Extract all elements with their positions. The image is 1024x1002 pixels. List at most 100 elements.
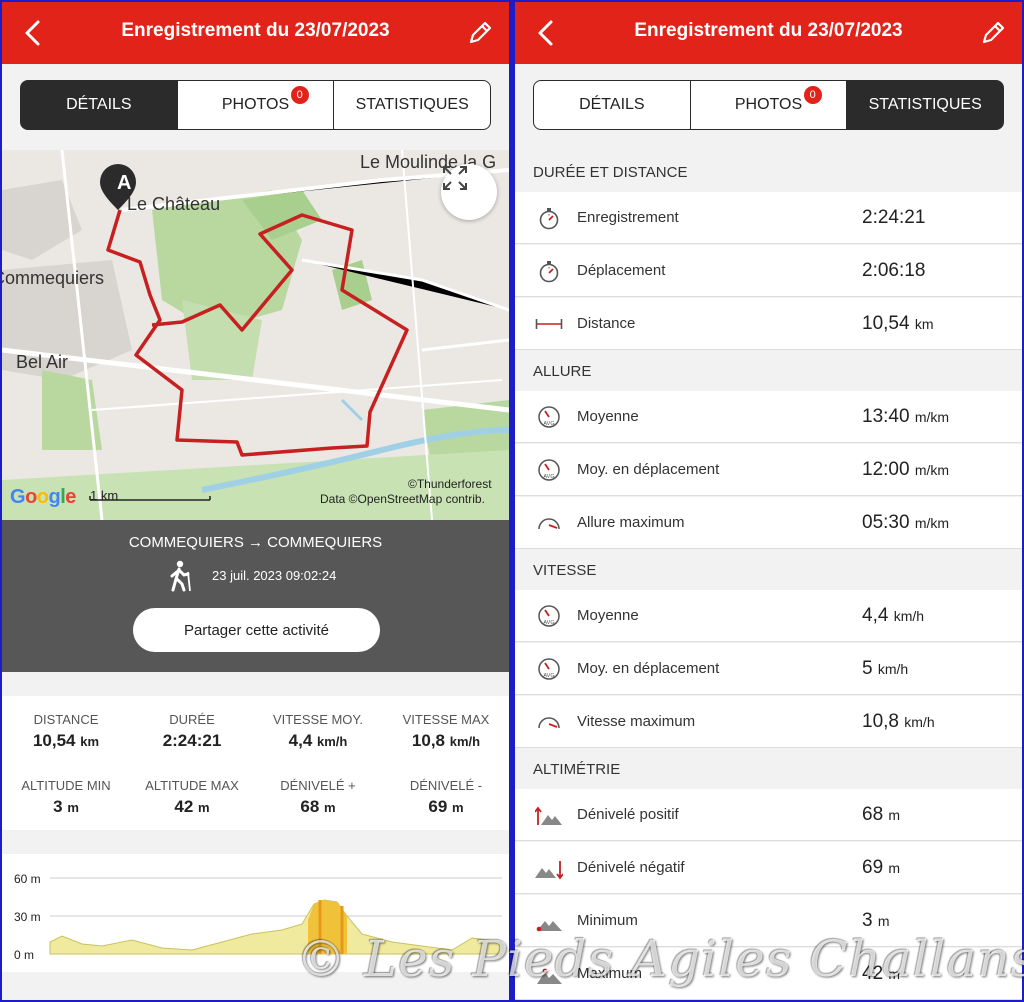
section-header: ALLURE — [515, 351, 1022, 391]
photos-count-badge: 0 — [802, 85, 823, 105]
stat-row: Allure maximum 05:30 m/km — [515, 497, 1022, 549]
stat-row-value: 4,4 km/h — [862, 605, 925, 626]
speedometer-max-icon — [535, 710, 563, 734]
stopwatch-icon — [535, 206, 563, 230]
elevation-min-icon — [535, 909, 563, 933]
stat-row-value: 10,8 km/h — [862, 711, 935, 732]
stat-label: DISTANCE — [33, 712, 99, 727]
app-header: Enregistrement du 23/07/2023 — [2, 2, 509, 64]
route-title: COMMEQUIERS → COMMEQUIERS — [128, 534, 383, 551]
section-header: ALTIMÉTRIE — [515, 749, 1022, 789]
profile-y-label: 30 m — [14, 910, 41, 924]
elevation-max-icon — [535, 962, 563, 986]
stat-altitude-max: ALTITUDE MAX 42 m — [132, 778, 252, 817]
stat-row-value: 12:00 m/km — [862, 459, 950, 480]
stat-row: Minimum 3 m — [515, 895, 1022, 947]
elevation-profile[interactable]: 60 m 30 m 0 m — [2, 854, 509, 972]
stat-max-speed: VITESSE MAX 10,8 km/h — [386, 712, 506, 751]
stat-row: AVG Moy. en déplacement 12:00 m/km — [515, 444, 1022, 496]
tab-label: PHOTOS — [221, 96, 290, 113]
stat-row-label: Allure maximum — [577, 514, 685, 531]
map-place-label: Commequiers — [2, 268, 105, 288]
tab-statistics[interactable]: STATISTIQUES — [334, 81, 490, 129]
stat-row: AVG Moyenne 4,4 km/h — [515, 590, 1022, 642]
google-logo: Google — [10, 486, 76, 508]
stat-row: Enregistrement 2:24:21 — [515, 192, 1022, 244]
stat-row-label: Moy. en déplacement — [577, 461, 720, 478]
pencil-icon[interactable] — [465, 18, 495, 48]
map-marker-label: A — [117, 172, 132, 194]
osm-attribution[interactable]: Data ©OpenStreetMap contrib. — [320, 492, 485, 506]
stat-label: ALTITUDE MAX — [145, 778, 239, 793]
stat-label: VITESSE MOY. — [272, 712, 364, 727]
elevation-up-icon — [534, 803, 563, 827]
distance-icon — [535, 312, 563, 336]
map-canvas — [2, 150, 509, 520]
stat-row: AVG Moy. en déplacement 5 km/h — [515, 643, 1022, 695]
tab-details[interactable]: DÉTAILS — [21, 81, 178, 129]
pencil-icon[interactable] — [978, 18, 1008, 48]
svg-text:AVG: AVG — [543, 474, 554, 480]
tab-details[interactable]: DÉTAILS — [534, 81, 691, 129]
stat-value: 3 m — [53, 797, 79, 816]
stat-row-label: Moyenne — [577, 607, 639, 624]
map-place-label: Bel Air — [16, 352, 69, 372]
statistics-screen: Enregistrement du 23/07/2023 DÉTAILS PHO… — [515, 2, 1022, 1000]
stat-row-label: Minimum — [577, 912, 638, 929]
activity-datetime: 23 juil. 2023 09:02:24 — [212, 568, 337, 583]
speedometer-avg-icon: AVG — [535, 657, 563, 681]
back-arrow-icon[interactable] — [20, 18, 46, 48]
tab-statistics[interactable]: STATISTIQUES — [847, 81, 1004, 129]
activity-overlay: COMMEQUIERS → COMMEQUIERS 23 juil. 2023 … — [2, 520, 509, 672]
stat-row-label: Maximum — [577, 965, 643, 982]
svg-text:AVG: AVG — [543, 620, 554, 626]
stat-value: 10,8 km/h — [411, 731, 481, 750]
svg-text:AVG: AVG — [543, 673, 554, 679]
fullscreen-button[interactable] — [441, 164, 497, 220]
tab-photos[interactable]: PHOTOS 0 — [691, 81, 848, 129]
stat-avg-speed: VITESSE MOY. 4,4 km/h — [258, 712, 378, 751]
stat-row: Déplacement 2:06:18 — [515, 245, 1022, 297]
stat-value: 10,54 km — [32, 731, 100, 750]
stat-row-value: 10,54 km — [862, 313, 934, 334]
thunderforest-attribution[interactable]: ©Thunderforest — [408, 477, 492, 491]
elevation-down-icon — [535, 856, 564, 880]
stat-label: DÉNIVELÉ - — [409, 778, 483, 793]
section-header: DURÉE ET DISTANCE — [515, 152, 1022, 192]
tab-label: PHOTOS — [734, 96, 803, 113]
tab-bar: DÉTAILS PHOTOS 0 STATISTIQUES — [20, 80, 491, 130]
stat-label: DÉNIVELÉ + — [280, 778, 356, 793]
page-title: Enregistrement du 23/07/2023 — [634, 20, 903, 41]
stat-label: DURÉE — [169, 712, 215, 727]
stat-row: Dénivelé positif 68 m — [515, 789, 1022, 841]
tab-label: STATISTIQUES — [355, 96, 469, 113]
stat-row-label: Dénivelé positif — [577, 806, 679, 823]
stat-row-value: 2:06:18 — [862, 260, 926, 281]
photos-count-badge: 0 — [289, 85, 310, 105]
stat-row-value: 68 m — [862, 804, 901, 825]
stat-row: Dénivelé négatif 69 m — [515, 842, 1022, 894]
expand-icon — [443, 166, 467, 190]
profile-y-label: 0 m — [14, 948, 35, 962]
svg-text:AVG: AVG — [543, 421, 554, 427]
route-map[interactable]: A Le Moulinde la G Le Château Commequier… — [2, 150, 509, 520]
stat-value: 2:24:21 — [162, 731, 222, 750]
tab-photos[interactable]: PHOTOS 0 — [178, 81, 335, 129]
stat-row: Maximum 42 m — [515, 948, 1022, 1000]
stopwatch-icon — [535, 259, 563, 283]
stat-label: ALTITUDE MIN — [21, 778, 111, 793]
share-activity-button[interactable]: Partager cette activité — [133, 608, 380, 652]
stat-row-value: 05:30 m/km — [862, 512, 950, 533]
tab-label: DÉTAILS — [579, 96, 645, 113]
back-arrow-icon[interactable] — [533, 18, 559, 48]
stat-row-label: Déplacement — [577, 262, 666, 279]
stat-row-value: 2:24:21 — [862, 207, 926, 228]
stat-row-value: 13:40 m/km — [862, 406, 950, 427]
profile-y-label: 60 m — [14, 872, 41, 886]
elevation-profile-graph — [49, 877, 503, 955]
stat-value: 68 m — [300, 797, 336, 816]
stat-label: VITESSE MAX — [402, 712, 490, 727]
tab-bar: DÉTAILS PHOTOS 0 STATISTIQUES — [533, 80, 1004, 130]
summary-stats: DISTANCE 10,54 km DURÉE 2:24:21 VITESSE MO… — [2, 696, 509, 830]
stat-row-label: Moy. en déplacement — [577, 660, 720, 677]
